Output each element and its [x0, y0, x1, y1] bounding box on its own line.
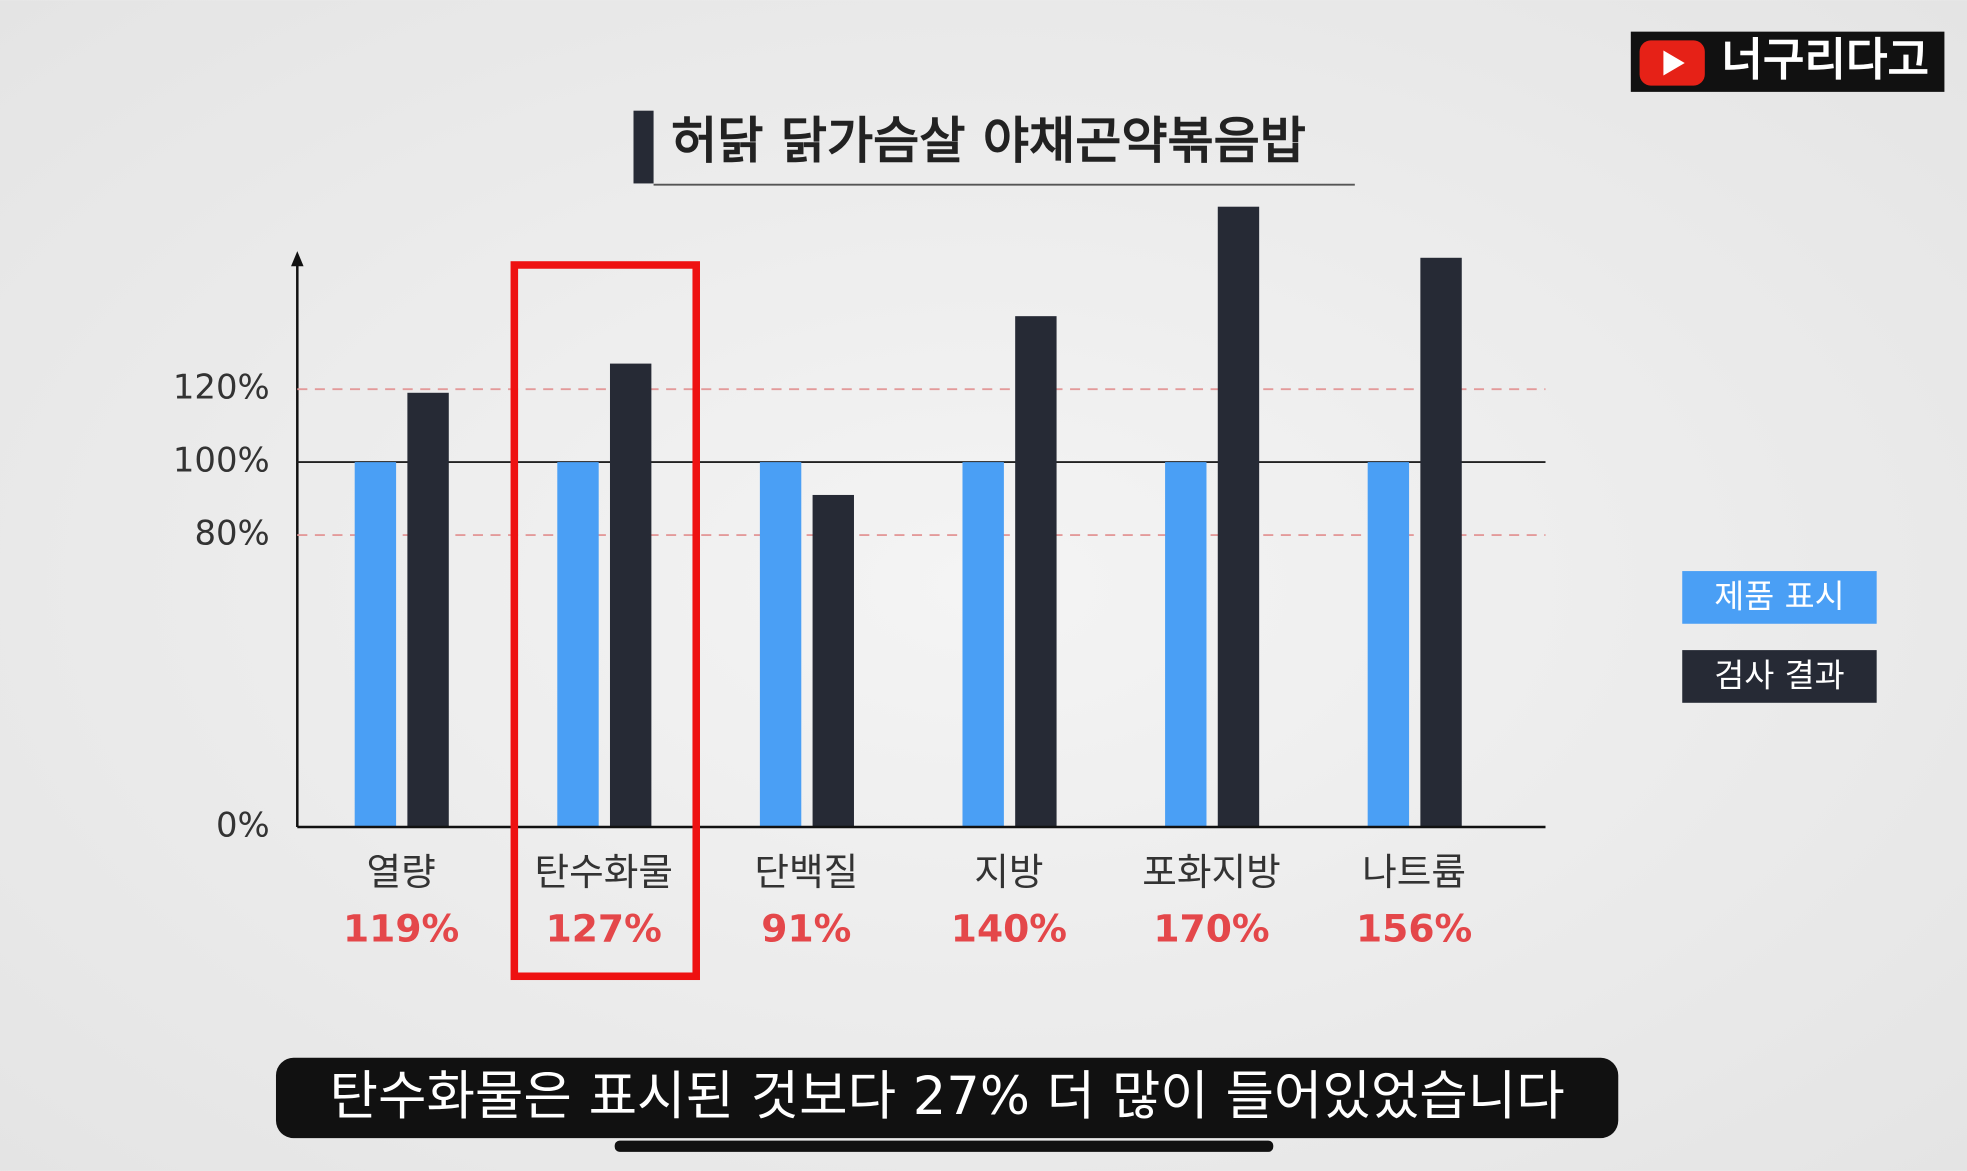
- bar: [1420, 257, 1462, 827]
- bar: [962, 462, 1004, 827]
- x-tick-label: 나트륨: [1362, 850, 1466, 894]
- bar: [759, 462, 802, 827]
- bar: [1165, 462, 1207, 827]
- x-tick-label: 포화지방: [1142, 850, 1280, 894]
- bar: [609, 363, 652, 827]
- x-tick-label: 단백질: [754, 850, 858, 894]
- caption: 탄수화물은 표시된 것보다 27% 더 많이 들어있었습니다: [330, 1066, 1565, 1127]
- legend-swatch: [1682, 571, 1877, 624]
- y-tick-label: 100%: [173, 441, 270, 480]
- highlight-box: [510, 261, 700, 981]
- channel-name: 너구리다고: [1721, 33, 1929, 86]
- caption-box: [275, 1057, 1619, 1139]
- chart-title: 허닭 닭가슴살 야채곤약볶음밥: [671, 111, 1306, 170]
- value-label: 127%: [546, 907, 662, 951]
- bar: [354, 462, 397, 827]
- logo-play: [1663, 50, 1685, 76]
- y-tick-label: 80%: [194, 514, 269, 553]
- progress-bar: [614, 1140, 1274, 1152]
- y-tick-label: 0%: [216, 805, 270, 844]
- value-label: 119%: [343, 907, 459, 951]
- bar: [1015, 316, 1057, 827]
- legend-label: 검사 결과: [1714, 657, 1844, 695]
- bar: [812, 494, 854, 827]
- bar: [1217, 206, 1260, 827]
- plot: 0% 80% 100% 120% 열량 119% 탄수화물 127% 단백질 91% 지방 140% 포…: [173, 206, 1546, 951]
- y-axis-arrow: [291, 251, 304, 267]
- legend-label: 제품 표시: [1714, 578, 1844, 616]
- x-tick-label: 탄수화물: [534, 850, 672, 894]
- x-tick-label: 열량: [366, 850, 435, 894]
- value-label: 156%: [1356, 907, 1472, 951]
- x-tick-label: 지방: [974, 850, 1043, 894]
- value-label: 91%: [761, 907, 851, 951]
- bar: [407, 392, 449, 827]
- value-label: 140%: [951, 907, 1067, 951]
- bar: [1367, 462, 1410, 827]
- bar: [557, 462, 599, 827]
- title-marker: [633, 110, 654, 184]
- value-label: 170%: [1153, 907, 1269, 951]
- legend-swatch: [1682, 650, 1877, 703]
- y-tick-label: 120%: [173, 368, 270, 407]
